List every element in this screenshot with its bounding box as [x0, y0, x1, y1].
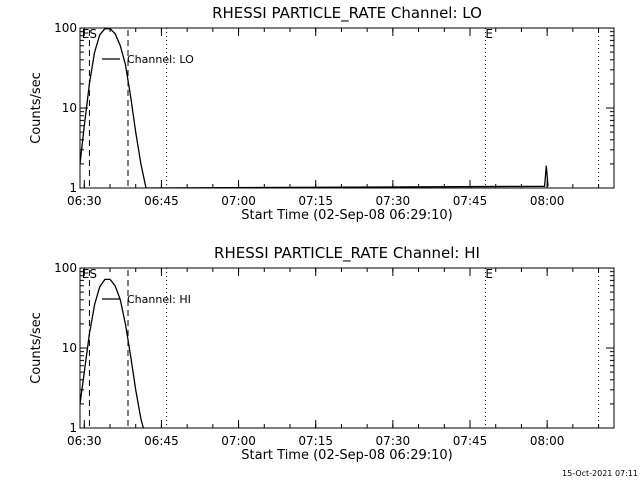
- marker-label: S: [89, 267, 97, 281]
- plot-frame: [79, 27, 615, 189]
- chart-panel-1: RHESSI PARTICLE_RATE Channel: LO 06:30 06:…: [29, 4, 615, 223]
- x-tick-label: 08:00: [530, 434, 565, 448]
- y-tick-label: 1: [69, 421, 77, 435]
- chart-panel-2: RHESSI PARTICLE_RATE Channel: HI 06:30 06:…: [29, 244, 615, 463]
- x-tick-label: 06:30: [67, 434, 102, 448]
- marker-label: E: [485, 27, 493, 41]
- x-tick-label: 07:15: [298, 434, 333, 448]
- x-tick-label: 07:00: [221, 434, 256, 448]
- marker-label: E: [82, 27, 90, 41]
- x-tick-label: 07:45: [453, 434, 488, 448]
- y-tick-label: 100: [54, 261, 77, 275]
- y-tick-label: 1: [69, 181, 77, 195]
- y-tick-label: 100: [54, 21, 77, 35]
- x-tick-label: 08:00: [530, 194, 565, 208]
- marker-label: E: [82, 267, 90, 281]
- legend-label: Channel: HI: [127, 293, 191, 306]
- marker-label: E: [485, 267, 493, 281]
- series-line: [80, 28, 549, 188]
- x-tick-label: 07:30: [376, 434, 411, 448]
- chart-title: RHESSI PARTICLE_RATE Channel: LO: [212, 4, 482, 23]
- y-tick-label: 10: [62, 101, 77, 115]
- legend-label: Channel: LO: [127, 53, 194, 66]
- x-tick-label: 06:45: [144, 434, 179, 448]
- marker-label: S: [89, 27, 97, 41]
- chart-title: RHESSI PARTICLE_RATE Channel: HI: [214, 244, 480, 263]
- series-line: [80, 278, 145, 428]
- y-axis-label: Counts/sec: [29, 312, 44, 384]
- x-tick-label: 07:45: [453, 194, 488, 208]
- y-axis-label: Counts/sec: [29, 72, 44, 144]
- x-axis-label: Start Time (02-Sep-08 06:29:10): [241, 208, 452, 223]
- x-tick-label: 07:00: [221, 194, 256, 208]
- x-tick-label: 06:30: [67, 194, 102, 208]
- footer-timestamp: 15-Oct-2021 07:11: [562, 469, 638, 478]
- x-tick-label: 07:30: [376, 194, 411, 208]
- x-tick-label: 07:15: [298, 194, 333, 208]
- x-axis-label: Start Time (02-Sep-08 06:29:10): [241, 448, 452, 463]
- plot-frame: [79, 267, 615, 429]
- y-tick-label: 10: [62, 341, 77, 355]
- x-tick-label: 06:45: [144, 194, 179, 208]
